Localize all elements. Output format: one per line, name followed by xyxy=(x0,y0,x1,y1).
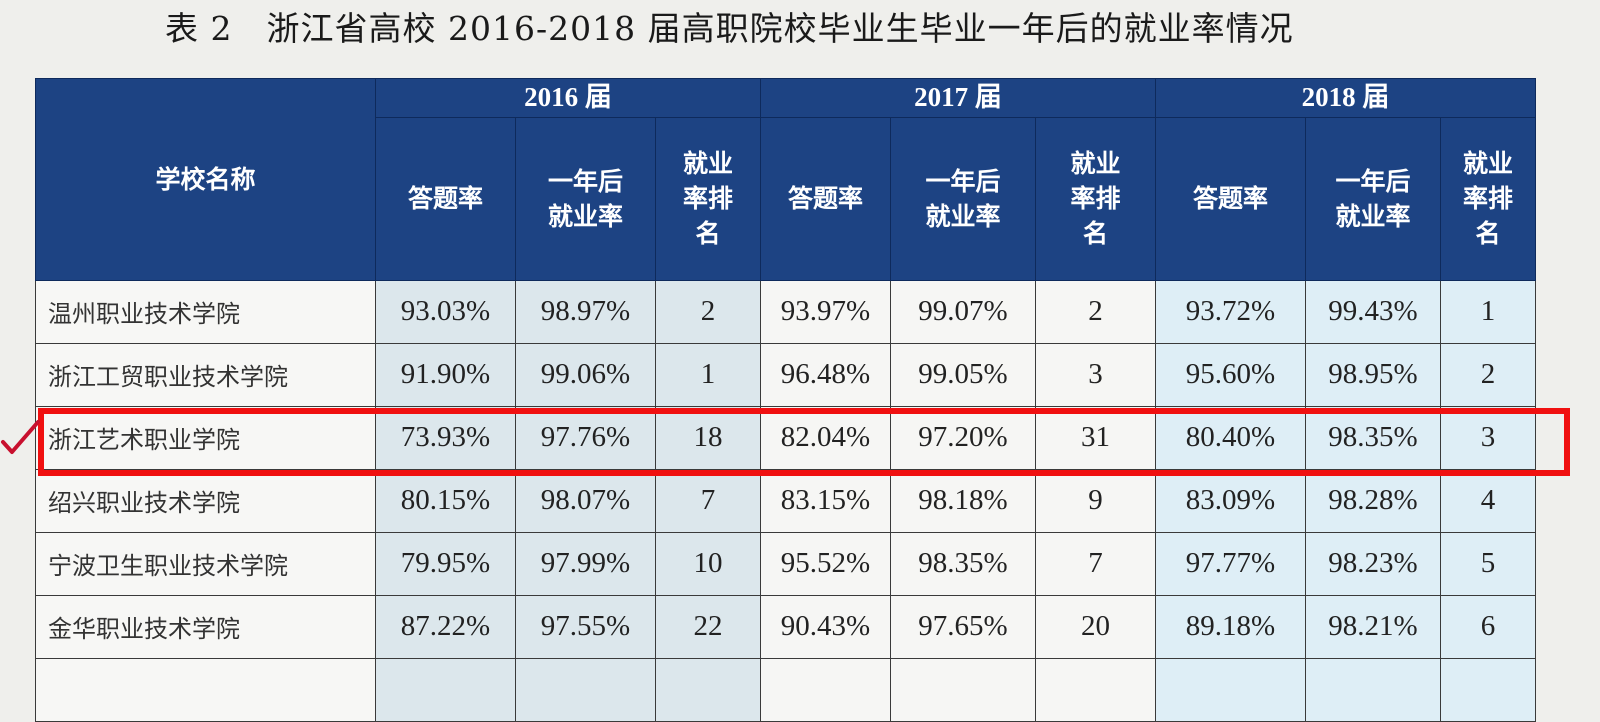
value-cell: 99.06% xyxy=(515,342,656,407)
table-row-highlighted: 浙江艺术职业学院 73.93% 97.76% 18 82.04% 97.20% 31 80.4… xyxy=(35,405,1536,470)
value-cell: 20 xyxy=(1035,594,1156,659)
table-row: 温州职业技术学院 93.03% 98.97% 2 93.97% 99.07% 2 93.72%… xyxy=(35,279,1536,344)
header-school-name: 学校名称 xyxy=(35,78,376,281)
highlight-box xyxy=(38,408,1570,476)
value-cell: 2 xyxy=(1035,279,1156,344)
value-cell: 93.72% xyxy=(1155,279,1306,344)
value-cell: 83.15% xyxy=(760,468,891,533)
school-name-cell: 金华职业技术学院 xyxy=(35,594,376,659)
header-cell: 一年后就业率 xyxy=(515,116,656,281)
value-cell: 98.21% xyxy=(1305,594,1441,659)
header-cell: 就业率排名 xyxy=(1035,116,1156,281)
header-subcolumn: 一年后就业率 xyxy=(547,166,623,231)
value-cell: 80.40% xyxy=(1155,405,1306,470)
table-row: 金华职业技术学院 87.22% 97.55% 22 90.43% 97.65% 20 89.1… xyxy=(35,594,1536,659)
header-year-1: 2017 届 xyxy=(760,78,1156,118)
value-cell: 95.52% xyxy=(760,531,891,596)
header-cell: 就业率排名 xyxy=(1440,116,1536,281)
header-cell: 答题率 xyxy=(760,116,891,281)
value-cell: 98.35% xyxy=(1305,405,1441,470)
table-row: 绍兴职业技术学院 80.15% 98.07% 7 83.15% 98.18% 9 83.09%… xyxy=(35,468,1536,533)
value-cell: 87.22% xyxy=(375,594,516,659)
school-name-cell: 温州职业技术学院 xyxy=(35,279,376,344)
value-cell: 90.43% xyxy=(760,594,891,659)
employment-rate-table: 学校名称 2016 届 2017 届 2018 届答题率 一年后就业率 就业率排名 答题率一… xyxy=(35,78,1536,722)
value-cell: 7 xyxy=(1035,531,1156,596)
value-cell: 18 xyxy=(655,405,761,470)
value-cell: 98.07% xyxy=(515,468,656,533)
header-subcolumn: 答题率 xyxy=(787,184,863,214)
value-cell: 93.03% xyxy=(375,279,516,344)
table-row: 宁波卫生职业技术学院 79.95% 97.99% 10 95.52% 98.35% 7 97.… xyxy=(35,531,1536,596)
header-subcolumn: 就业率排名 xyxy=(682,149,733,249)
school-name-cell: 绍兴职业技术学院 xyxy=(35,468,376,533)
school-name-cell: 浙江艺术职业学院 xyxy=(35,405,376,470)
school-name-cell: 宁波卫生职业技术学院 xyxy=(35,531,376,596)
value-cell: 98.23% xyxy=(1305,531,1441,596)
value-cell: 95.60% xyxy=(1155,342,1306,407)
value-cell: 89.18% xyxy=(1155,594,1306,659)
value-cell: 93.97% xyxy=(760,279,891,344)
value-cell: 82.04% xyxy=(760,405,891,470)
header-cell: 答题率 xyxy=(1155,116,1306,281)
header-subcolumn: 就业率排名 xyxy=(1070,149,1121,249)
table-row: 浙江工贸职业技术学院 91.90% 99.06% 1 96.48% 99.05% 3 95.6… xyxy=(35,342,1536,407)
value-cell: 6 xyxy=(1440,594,1536,659)
header-subcolumn: 答题率 xyxy=(407,184,483,214)
value-cell: 2 xyxy=(1440,342,1536,407)
value-cell: 97.65% xyxy=(890,594,1036,659)
value-cell: 97.20% xyxy=(890,405,1036,470)
header-subcolumn: 答题率 xyxy=(1192,184,1268,214)
check-mark-icon xyxy=(1,420,40,454)
value-cell: 98.35% xyxy=(890,531,1036,596)
value-cell: 3 xyxy=(1035,342,1156,407)
value-cell: 79.95% xyxy=(375,531,516,596)
header-cell: 一年后就业率 xyxy=(1305,116,1441,281)
table-title: 表 2 浙江省高校 2016-2018 届高职院校毕业生毕业一年后的就业率情况 xyxy=(165,9,1294,48)
value-cell: 99.07% xyxy=(890,279,1036,344)
value-cell: 1 xyxy=(655,342,761,407)
value-cell: 10 xyxy=(655,531,761,596)
value-cell: 97.55% xyxy=(515,594,656,659)
value-cell: 31 xyxy=(1035,405,1156,470)
header-cell: 一年后就业率 xyxy=(890,116,1036,281)
value-cell: 98.95% xyxy=(1305,342,1441,407)
value-cell: 99.43% xyxy=(1305,279,1441,344)
header-cell: 就业率排名 xyxy=(655,116,761,281)
value-cell: 3 xyxy=(1440,405,1536,470)
header-year-2: 2018 届 xyxy=(1155,78,1536,118)
value-cell: 98.97% xyxy=(515,279,656,344)
header-subcolumn: 就业率排名 xyxy=(1462,149,1513,249)
value-cell: 1 xyxy=(1440,279,1536,344)
value-cell: 98.18% xyxy=(890,468,1036,533)
school-name-cell: 浙江工贸职业技术学院 xyxy=(35,342,376,407)
value-cell: 99.05% xyxy=(890,342,1036,407)
value-cell: 97.99% xyxy=(515,531,656,596)
value-cell: 91.90% xyxy=(375,342,516,407)
value-cell: 4 xyxy=(1440,468,1536,533)
value-cell: 22 xyxy=(655,594,761,659)
header-subcolumn: 一年后就业率 xyxy=(925,166,1001,231)
value-cell: 83.09% xyxy=(1155,468,1306,533)
value-cell: 9 xyxy=(1035,468,1156,533)
value-cell: 80.15% xyxy=(375,468,516,533)
value-cell: 2 xyxy=(655,279,761,344)
value-cell: 5 xyxy=(1440,531,1536,596)
header-cell: 答题率 xyxy=(375,116,516,281)
header-year-0: 2016 届 xyxy=(375,78,761,118)
value-cell: 7 xyxy=(655,468,761,533)
value-cell: 96.48% xyxy=(760,342,891,407)
value-cell: 98.28% xyxy=(1305,468,1441,533)
value-cell: 97.77% xyxy=(1155,531,1306,596)
header-subcolumn: 一年后就业率 xyxy=(1335,166,1411,231)
